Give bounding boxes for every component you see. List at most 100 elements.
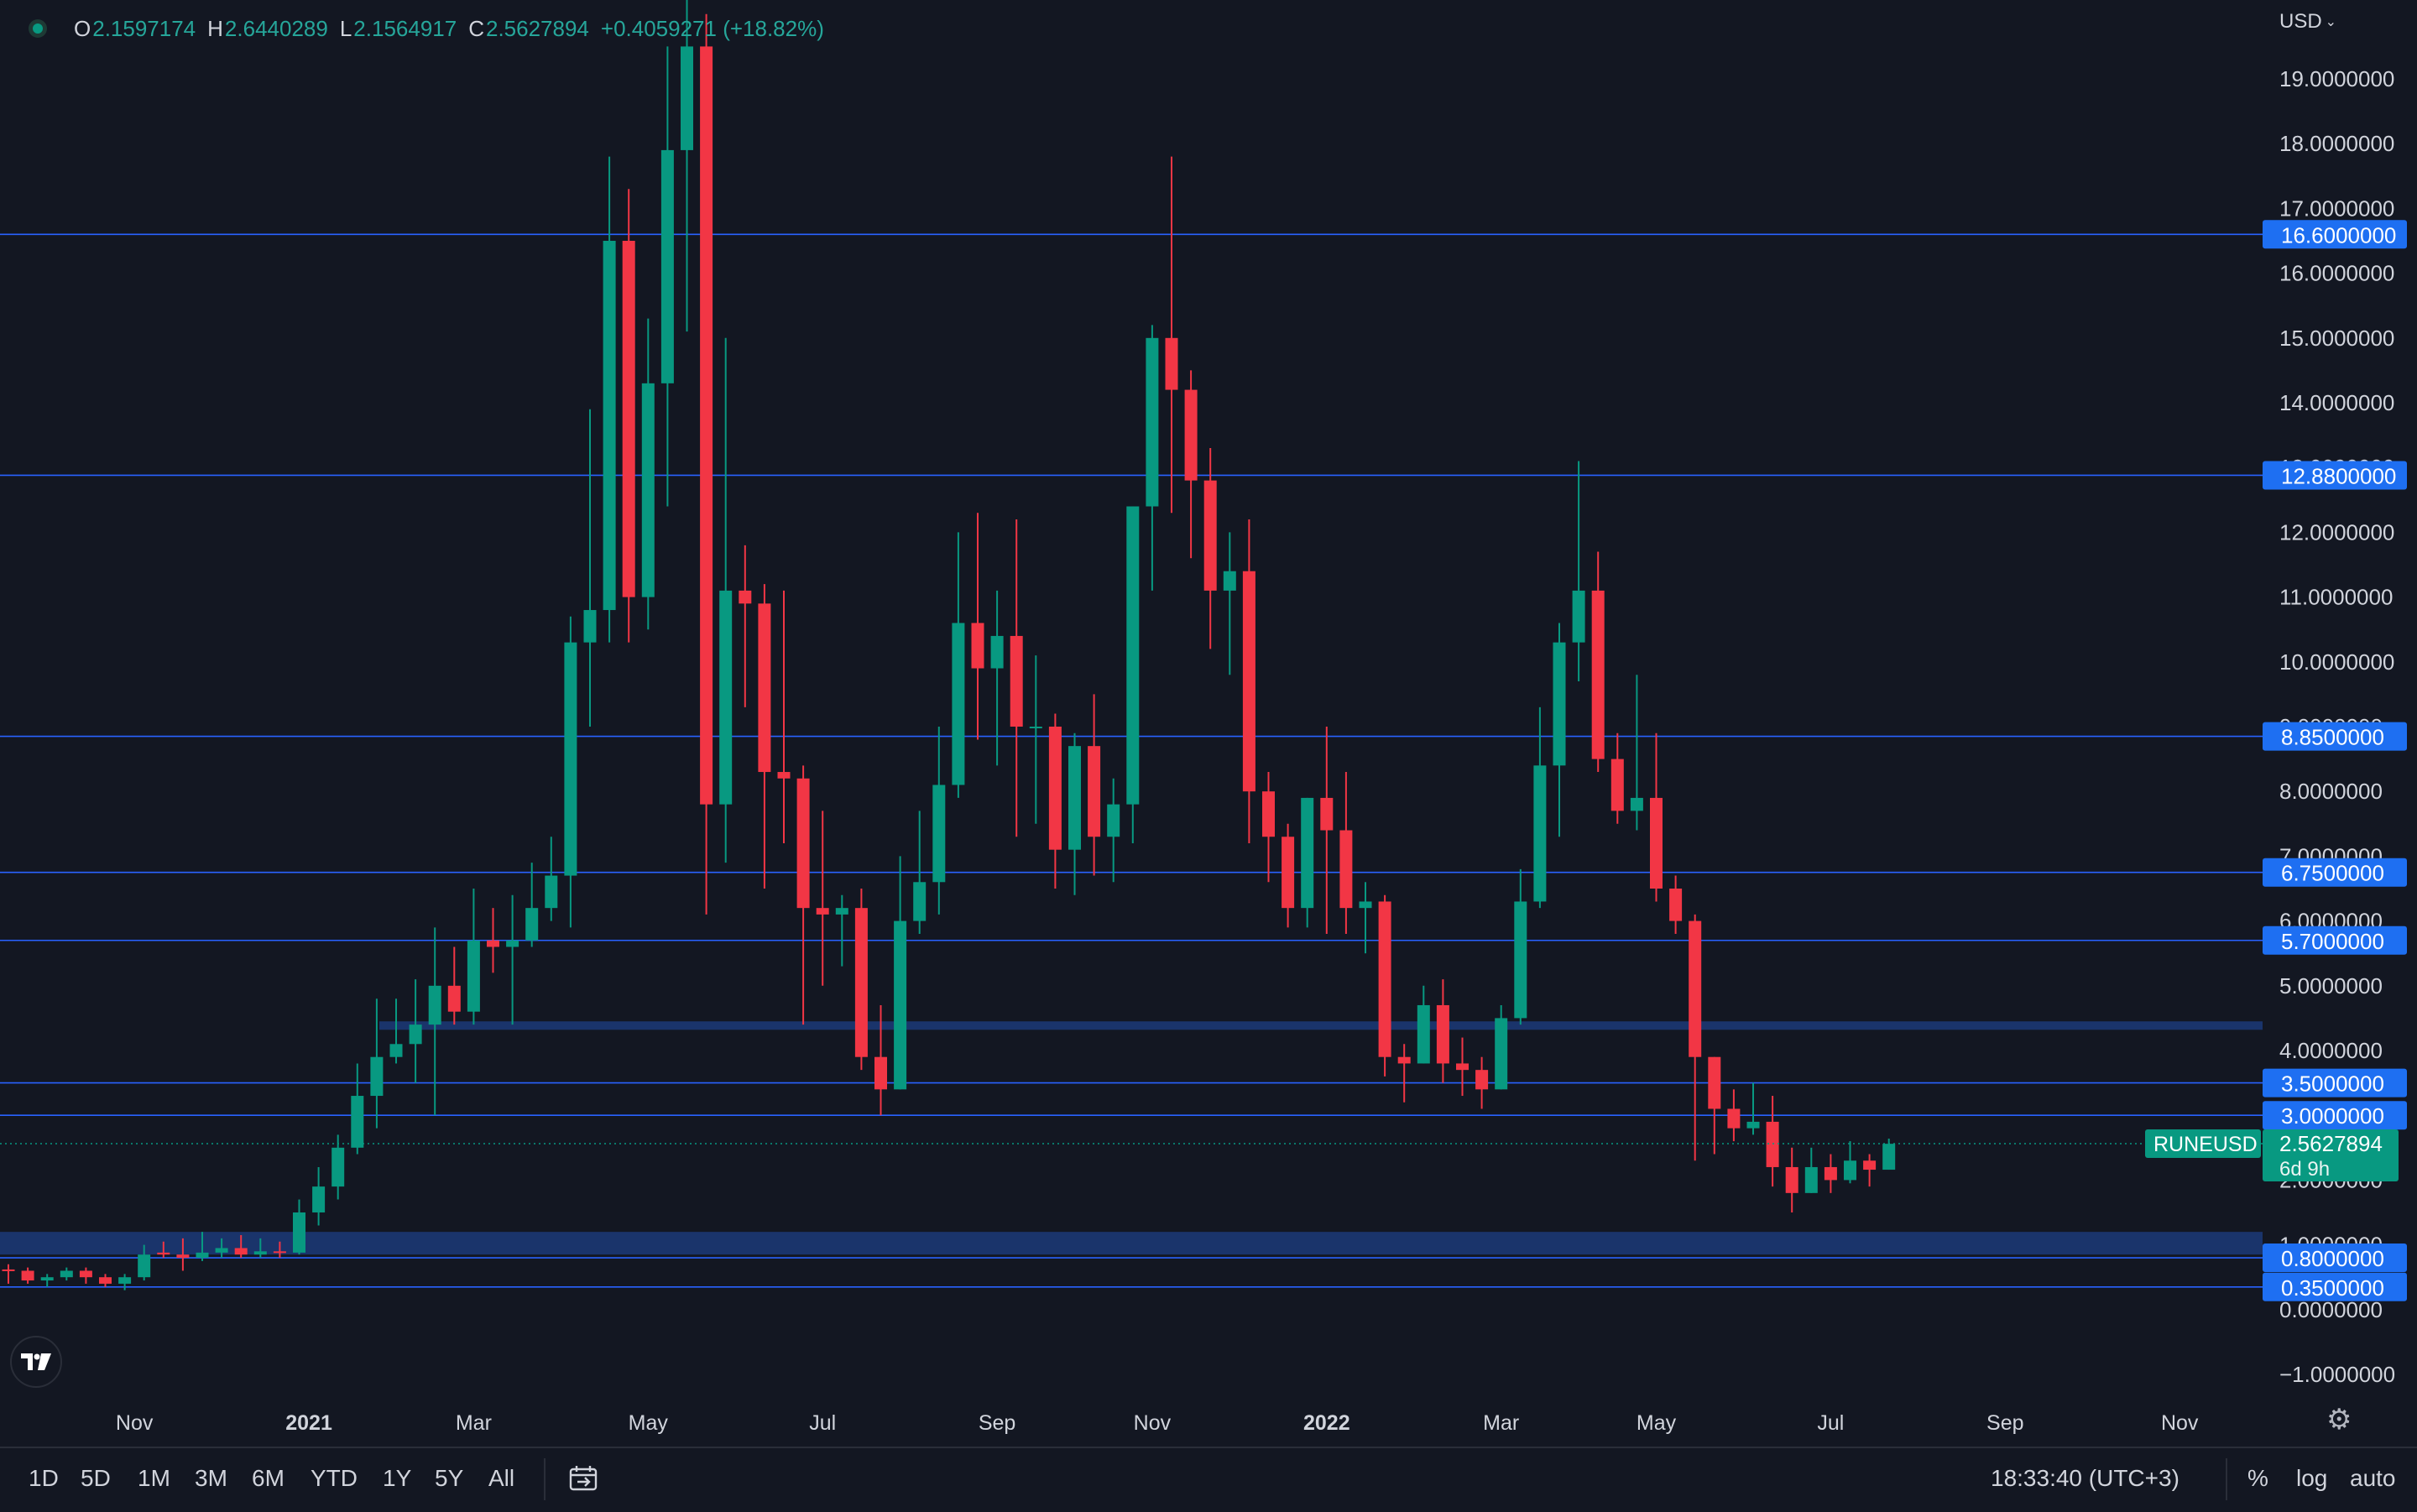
- calendar-arrow-glyph: [569, 1466, 598, 1491]
- candle-body: [253, 1251, 267, 1255]
- candle-body: [293, 1212, 305, 1253]
- tradingview-logo-icon[interactable]: [10, 1336, 62, 1388]
- candle-body: [1010, 635, 1023, 727]
- range-5d-button[interactable]: 5D: [81, 1465, 111, 1491]
- range-6m-button[interactable]: 6M: [252, 1465, 285, 1491]
- range-1y-button[interactable]: 1Y: [383, 1465, 412, 1491]
- symbol-label: RUNEUSD: [2153, 1133, 2258, 1156]
- range-all-button[interactable]: All: [488, 1465, 515, 1491]
- candle-body: [1203, 480, 1217, 591]
- candle-body: [583, 610, 597, 643]
- candle-body: [1727, 1108, 1741, 1129]
- settings-gear-icon[interactable]: ⚙: [2326, 1404, 2352, 1436]
- goto-date-icon[interactable]: [569, 1465, 599, 1498]
- support-zone: [379, 1021, 2263, 1030]
- candle-body: [739, 590, 752, 604]
- percent-scale-toggle[interactable]: %: [2247, 1465, 2268, 1491]
- candle-body: [1553, 642, 1566, 766]
- candle-body: [1456, 1063, 1469, 1071]
- candle-body: [564, 642, 577, 876]
- y-axis-tick-label: 10.0000000: [2279, 649, 2394, 675]
- level-price-badge[interactable]: [2263, 1243, 2407, 1273]
- x-axis-tick-label: Nov: [1134, 1411, 1172, 1435]
- level-price-label: 3.0000000: [2281, 1103, 2384, 1129]
- close-key: C: [468, 15, 484, 41]
- candle-body: [1630, 797, 1643, 811]
- candle-body: [1533, 765, 1547, 902]
- candle-body: [1844, 1160, 1856, 1181]
- y-axis-tick-label: 11.0000000: [2279, 585, 2393, 610]
- candle-body: [971, 623, 984, 669]
- level-price-label: 16.6000000: [2281, 222, 2396, 248]
- auto-scale-toggle[interactable]: auto: [2350, 1465, 2396, 1491]
- x-axis-tick-label: Sep: [979, 1411, 1015, 1435]
- x-axis-tick-label: Nov: [116, 1411, 154, 1435]
- candle-body: [777, 772, 791, 779]
- level-price-badge[interactable]: [2263, 1101, 2407, 1130]
- candle-body: [60, 1270, 73, 1278]
- y-axis-tick-label: 14.0000000: [2279, 390, 2394, 415]
- candle-body: [1339, 830, 1353, 909]
- x-axis-tick-label: May: [629, 1411, 669, 1435]
- y-axis-tick-label: 0.0000000: [2279, 1297, 2383, 1322]
- candle-body: [1746, 1121, 1760, 1129]
- candle-body: [525, 908, 539, 941]
- level-price-badge[interactable]: [2263, 220, 2407, 249]
- candle-body: [428, 985, 441, 1025]
- candle-body: [603, 241, 616, 611]
- range-1d-button[interactable]: 1D: [29, 1465, 59, 1491]
- candle-body: [1591, 590, 1605, 759]
- level-price-badge[interactable]: [2263, 925, 2407, 955]
- candle-body: [1107, 804, 1120, 837]
- current-price-badge[interactable]: [2263, 1129, 2399, 1181]
- candle-body: [1282, 837, 1295, 909]
- candle-body: [1088, 746, 1101, 837]
- currency-selector[interactable]: USD ⌄: [2279, 10, 2336, 34]
- level-price-label: 0.3500000: [2281, 1275, 2384, 1301]
- candle-body: [21, 1270, 34, 1281]
- candle-body: [1417, 1004, 1430, 1064]
- candle-body: [1029, 727, 1042, 728]
- bottom-toolbar: 1D 5D 1M 3M 6M YTD 1Y 5Y All 18:33:40 (U…: [0, 1447, 2417, 1512]
- candle-body: [467, 940, 480, 1012]
- candle-body: [389, 1044, 403, 1057]
- toolbar-divider: [544, 1458, 546, 1500]
- x-axis-tick-label: Jul: [809, 1411, 836, 1435]
- range-5y-button[interactable]: 5Y: [435, 1465, 464, 1491]
- candle-body: [932, 785, 946, 883]
- candle-body: [952, 623, 965, 785]
- change-value: +0.4059271 (+18.82%): [600, 15, 824, 41]
- y-axis-tick-label: 18.0000000: [2279, 131, 2394, 156]
- candle-body: [681, 46, 693, 150]
- level-price-badge[interactable]: [2263, 722, 2407, 751]
- candle-body: [622, 241, 635, 597]
- candle-body: [157, 1252, 170, 1255]
- log-scale-toggle[interactable]: log: [2296, 1465, 2328, 1491]
- candle-body: [1708, 1056, 1721, 1109]
- level-price-badge[interactable]: [2263, 1068, 2407, 1098]
- support-zone: [0, 1232, 2263, 1255]
- tradingview-logo-glyph: [21, 1353, 51, 1370]
- x-axis-tick-label: Jul: [1817, 1411, 1844, 1435]
- level-price-badge[interactable]: [2263, 461, 2407, 490]
- candle-body: [40, 1277, 54, 1281]
- symbol-badge[interactable]: [2145, 1129, 2261, 1158]
- candle-body: [1242, 571, 1255, 792]
- range-1m-button[interactable]: 1M: [138, 1465, 170, 1491]
- high-key: H: [207, 15, 223, 41]
- candle-body: [370, 1056, 384, 1097]
- y-axis-tick-label: 15.0000000: [2279, 326, 2394, 351]
- open-key: O: [74, 15, 91, 41]
- candle-body: [545, 875, 558, 909]
- level-price-badge[interactable]: [2263, 858, 2407, 887]
- candlestick-chart[interactable]: 19.0000000 18.0000000 17.0000000 16.0000000…: [0, 0, 2417, 1447]
- low-value: 2.1564917: [353, 15, 457, 41]
- level-price-badge[interactable]: [2263, 1272, 2407, 1301]
- candle-body: [79, 1270, 92, 1278]
- range-ytd-button[interactable]: YTD: [311, 1465, 358, 1491]
- market-status-icon[interactable]: [29, 19, 47, 38]
- clock-readout[interactable]: 18:33:40 (UTC+3): [1991, 1465, 2179, 1491]
- range-3m-button[interactable]: 3M: [195, 1465, 227, 1491]
- open-value: 2.1597174: [92, 15, 196, 41]
